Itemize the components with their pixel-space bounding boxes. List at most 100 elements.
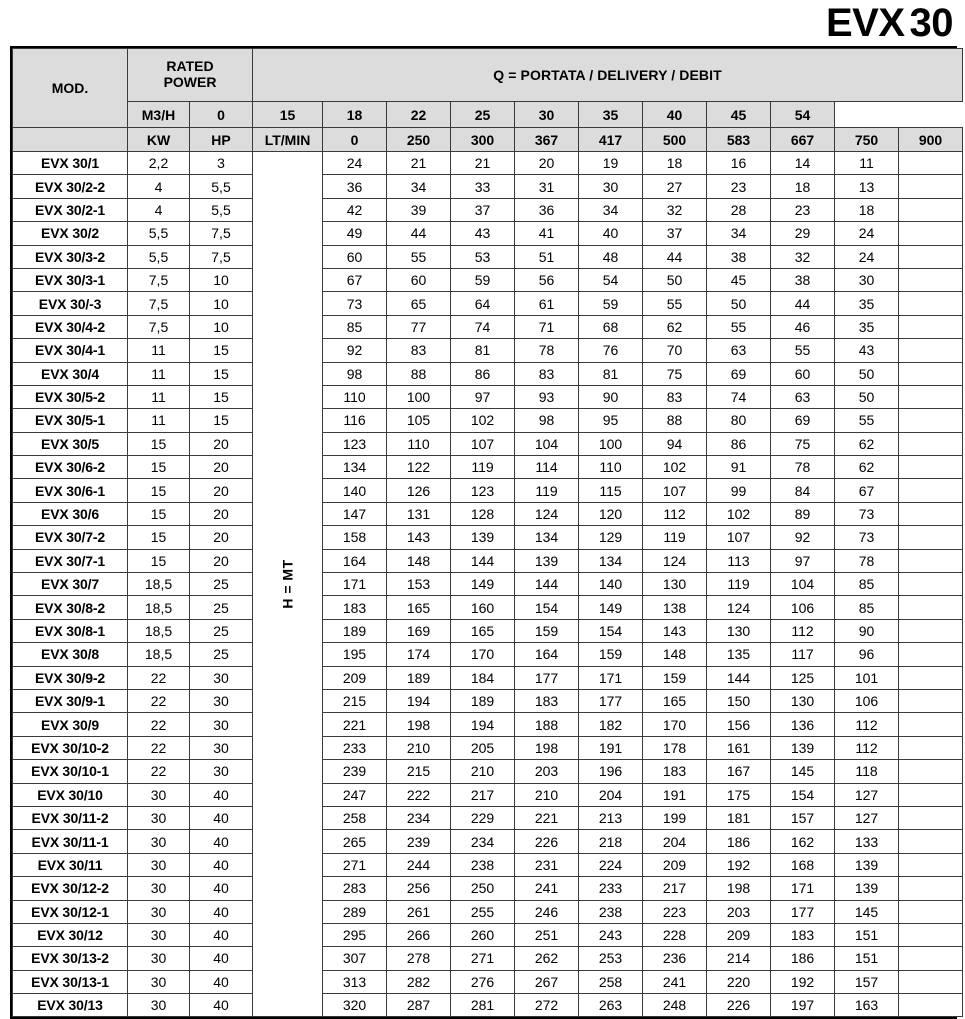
cell-kw: 22 (127, 688, 190, 714)
header-flow-m3h-6: 35 (578, 101, 644, 128)
cell-hp: 40 (188, 876, 254, 901)
cell-model: EVX 30/11-2 (12, 805, 128, 831)
cell-head-value: 204 (578, 782, 644, 807)
table-header: MOD. RATED POWER Q = PORTATA / DELIVERY … (12, 48, 964, 152)
cell-head-value: 102 (706, 501, 772, 527)
table-row: EVX 30/12-1 30 40 289 261 255 246 238 223 203 177 1… (12, 899, 964, 924)
cell-head-value: 75 (642, 361, 708, 386)
cell-head-value: 54 (578, 267, 644, 293)
cell-head-value: 160 (450, 595, 516, 620)
header-flow-ltmin-7: 667 (770, 127, 836, 152)
cell-head-value: 138 (642, 595, 708, 620)
cell-head-value: 78 (834, 548, 900, 574)
cell-head-value: 75 (770, 431, 836, 457)
cell-head-value: 154 (514, 595, 580, 620)
cell-head-value: 130 (642, 572, 708, 597)
header-flow-ltmin-5: 500 (642, 127, 708, 152)
header-row-group: MOD. RATED POWER Q = PORTATA / DELIVERY … (12, 48, 964, 128)
cell-head-value: 221 (514, 805, 580, 831)
cell-head-value (898, 291, 964, 316)
cell-hp: 20 (188, 525, 254, 550)
header-row-ltmin: KW HP LT/MIN 0 250 300 367 417 500 583 6… (12, 127, 964, 152)
header-flow-ltmin-9: 900 (898, 127, 964, 152)
cell-head-value: 133 (834, 829, 900, 854)
cell-head-value: 215 (386, 759, 452, 784)
cell-kw: 7,5 (127, 291, 190, 316)
cell-head-value: 85 (322, 314, 388, 340)
cell-head-value: 85 (834, 595, 900, 620)
cell-head-value: 194 (386, 688, 452, 714)
cell-head-value: 53 (450, 244, 516, 269)
cell-head-value: 124 (706, 595, 772, 620)
cell-head-value: 100 (578, 431, 644, 457)
table-row: EVX 30/2 5,5 7,5 49 44 43 41 40 37 34 29 24 (12, 221, 964, 246)
cell-head-value: 107 (706, 525, 772, 550)
cell-hp: 40 (188, 829, 254, 854)
cell-head-value (898, 338, 964, 363)
cell-head-value: 168 (770, 852, 836, 878)
cell-head-value (898, 805, 964, 831)
cell-head-value: 63 (770, 384, 836, 410)
cell-head-value: 178 (642, 735, 708, 761)
table-row: EVX 30/6 15 20 147 131 128 124 120 112 102 89 73 (12, 501, 964, 527)
cell-head-value: 49 (322, 221, 388, 246)
cell-head-value (898, 712, 964, 737)
cell-head-value: 90 (578, 384, 644, 410)
cell-head-value: 40 (578, 221, 644, 246)
cell-head-value: 43 (834, 338, 900, 363)
cell-head-value: 203 (514, 759, 580, 784)
cell-hp: 20 (188, 501, 254, 527)
cell-head-value: 81 (450, 338, 516, 363)
header-mod-blank (12, 127, 128, 152)
cell-head-value: 236 (642, 946, 708, 971)
cell-head-value (898, 946, 964, 971)
table-row: EVX 30/7 18,5 25 171 153 149 144 140 130 119 104 85 (12, 572, 964, 597)
cell-head-value: 129 (578, 525, 644, 550)
cell-head-value: 59 (578, 291, 644, 316)
header-unit-m3h: M3/H (127, 101, 190, 128)
cell-head-value: 50 (706, 291, 772, 316)
table-row: EVX 30/13 30 40 320 287 281 272 263 248 226 197 163 (12, 993, 964, 1018)
cell-head-value: 287 (386, 993, 452, 1018)
cell-head-value: 30 (578, 174, 644, 199)
cell-head-value: 144 (514, 572, 580, 597)
cell-hp: 40 (188, 899, 254, 924)
cell-head-value: 63 (706, 338, 772, 363)
cell-head-value (898, 899, 964, 924)
cell-head-value: 217 (642, 876, 708, 901)
cell-head-value: 36 (322, 174, 388, 199)
table-row: EVX 30/3-2 5,5 7,5 60 55 53 51 48 44 38 32 24 (12, 244, 964, 269)
cell-head-value: 71 (514, 314, 580, 340)
cell-head-value: 30 (834, 267, 900, 293)
cell-kw: 30 (127, 922, 190, 948)
cell-hp: 20 (188, 548, 254, 574)
cell-head-value: 145 (834, 899, 900, 924)
cell-kw: 11 (127, 338, 190, 363)
cell-head-value: 226 (706, 993, 772, 1018)
cell-head-value: 247 (322, 782, 388, 807)
cell-kw: 18,5 (127, 618, 190, 644)
cell-head-value (898, 969, 964, 995)
cell-head-value: 139 (834, 876, 900, 901)
header-flow-ltmin-8: 750 (834, 127, 900, 152)
cell-head-value: 198 (514, 735, 580, 761)
cell-head-value: 86 (450, 361, 516, 386)
cell-head-value: 78 (770, 455, 836, 480)
cell-head-value: 194 (450, 712, 516, 737)
cell-hp: 40 (188, 852, 254, 878)
table-row: EVX 30/11 30 40 271 244 238 231 224 209 192 168 139 (12, 852, 964, 878)
cell-head-value: 263 (578, 993, 644, 1018)
cell-head-value: 181 (706, 805, 772, 831)
cell-head-value (898, 150, 964, 176)
cell-head-value: 99 (706, 478, 772, 503)
cell-kw: 30 (127, 876, 190, 901)
table-row: EVX 30/8-1 18,5 25 189 169 165 159 154 143 130 112… (12, 618, 964, 644)
cell-kw: 30 (127, 829, 190, 854)
cell-head-value: 135 (706, 642, 772, 667)
cell-head-value: 50 (642, 267, 708, 293)
cell-head-value: 159 (514, 618, 580, 644)
cell-head-value: 282 (386, 969, 452, 995)
cell-head-value: 143 (642, 618, 708, 644)
cell-head-value: 150 (706, 688, 772, 714)
cell-head-value (898, 501, 964, 527)
